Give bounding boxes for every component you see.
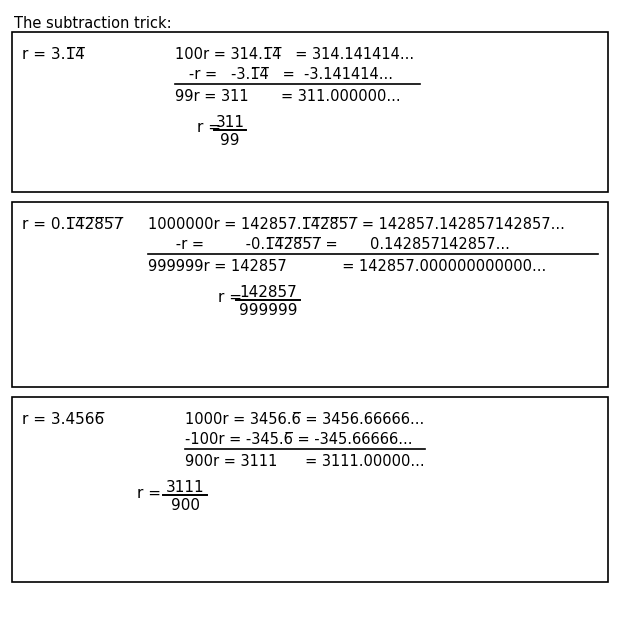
Text: The subtraction trick:: The subtraction trick: xyxy=(14,16,172,31)
Bar xyxy=(12,32,608,192)
Text: r =: r = xyxy=(218,291,247,306)
Text: -100r = -345.6̅ = -345.66666...: -100r = -345.6̅ = -345.66666... xyxy=(185,432,412,447)
Text: 3111: 3111 xyxy=(166,480,205,495)
Text: 1000r = 3456.6̅ = 3456.66666...: 1000r = 3456.6̅ = 3456.66666... xyxy=(185,412,424,427)
Text: 1000000r = 142857.1̅4̅2̅8̅5̅7̅ = 142857.142857142857...: 1000000r = 142857.1̅4̅2̅8̅5̅7̅ = 142857.… xyxy=(148,217,565,232)
Text: r = 0.1̅4̅2̅8̅5̅7̅: r = 0.1̅4̅2̅8̅5̅7̅ xyxy=(22,217,123,232)
Text: 311: 311 xyxy=(216,115,244,130)
Text: 900: 900 xyxy=(170,498,200,513)
Bar xyxy=(12,202,608,387)
Text: r =: r = xyxy=(197,120,226,136)
Text: r = 3.1̅4̅: r = 3.1̅4̅ xyxy=(22,47,85,62)
Text: -r =   -3.1̅4̅   =  -3.141414...: -r = -3.1̅4̅ = -3.141414... xyxy=(175,67,393,82)
Text: r =: r = xyxy=(137,485,166,500)
Text: 142857: 142857 xyxy=(239,285,297,300)
Text: 99r = 311       = 311.000000...: 99r = 311 = 311.000000... xyxy=(175,89,401,104)
Text: 999999r = 142857            = 142857.000000000000...: 999999r = 142857 = 142857.000000000000..… xyxy=(148,259,546,274)
Text: -r =         -0.1̅4̅2̅8̅5̅7̅ =       0.142857142857...: -r = -0.1̅4̅2̅8̅5̅7̅ = 0.142857142857... xyxy=(148,237,510,252)
Bar xyxy=(12,397,608,582)
Text: r = 3.4566̅: r = 3.4566̅ xyxy=(22,412,104,427)
Text: 900r = 3111      = 3111.00000...: 900r = 3111 = 3111.00000... xyxy=(185,454,425,469)
Text: 100r = 314.1̅4̅   = 314.141414...: 100r = 314.1̅4̅ = 314.141414... xyxy=(175,47,414,62)
Text: 99: 99 xyxy=(220,133,240,148)
Text: 999999: 999999 xyxy=(239,303,297,318)
